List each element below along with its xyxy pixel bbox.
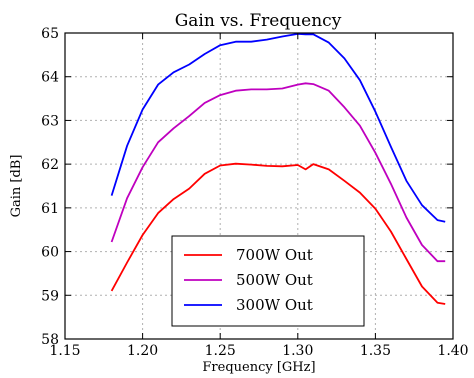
y-tick-label: 60 — [41, 245, 59, 261]
x-tick-label: 1.35 — [360, 343, 391, 359]
legend: 700W Out 500W Out 300W Out — [172, 236, 364, 326]
legend-label-700w-out: 700W Out — [236, 246, 313, 264]
x-tick-label: 1.40 — [437, 343, 468, 359]
x-tick-label: 1.25 — [205, 343, 236, 359]
y-tick-label: 64 — [41, 70, 59, 86]
y-tick-label: 61 — [41, 201, 59, 217]
x-tick-label: 1.20 — [127, 343, 158, 359]
y-tick-label: 63 — [41, 113, 59, 129]
y-tick-label: 58 — [41, 332, 59, 348]
chart-title: Gain vs. Frequency — [175, 11, 342, 31]
x-tick-labels: 1.15 1.20 1.25 1.30 1.35 1.40 — [49, 343, 468, 359]
y-tick-label: 62 — [41, 157, 59, 173]
x-axis-label: Frequency [GHz] — [202, 360, 315, 375]
x-tick-label: 1.30 — [282, 343, 313, 359]
y-tick-label: 59 — [41, 288, 59, 304]
y-axis-label: Gain [dB] — [9, 155, 24, 218]
legend-label-500w-out: 500W Out — [236, 271, 313, 289]
series-line-500w-out — [112, 83, 446, 261]
legend-label-300w-out: 300W Out — [236, 296, 313, 314]
y-tick-label: 65 — [41, 26, 59, 42]
y-tick-labels: 58 59 60 61 62 63 64 65 — [41, 26, 59, 348]
